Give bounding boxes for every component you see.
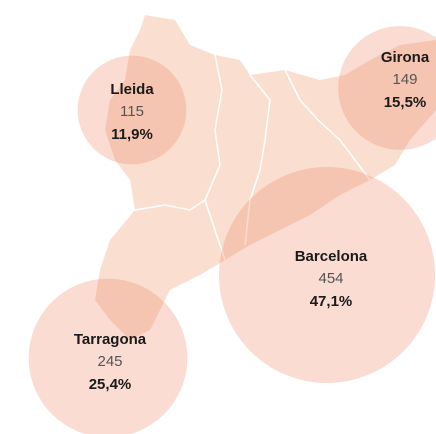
region-count: 115 (120, 103, 144, 120)
region-share: 47,1% (310, 293, 353, 310)
region-name: Lleida (110, 81, 154, 98)
bubble (28, 278, 188, 434)
region-name: Tarragona (74, 331, 147, 348)
region-share: 15,5% (384, 94, 427, 111)
bubble (338, 26, 436, 150)
catalonia-shape (95, 15, 436, 340)
province-borders (134, 54, 371, 261)
bubble (77, 55, 187, 165)
region-count: 149 (392, 71, 417, 88)
region-count: 245 (97, 353, 122, 370)
region-count: 454 (318, 270, 343, 287)
region-name: Barcelona (295, 248, 368, 265)
bubble (218, 166, 436, 384)
region-name: Girona (381, 49, 430, 66)
region-share: 11,9% (111, 126, 153, 143)
region-share: 25,4% (89, 376, 132, 393)
